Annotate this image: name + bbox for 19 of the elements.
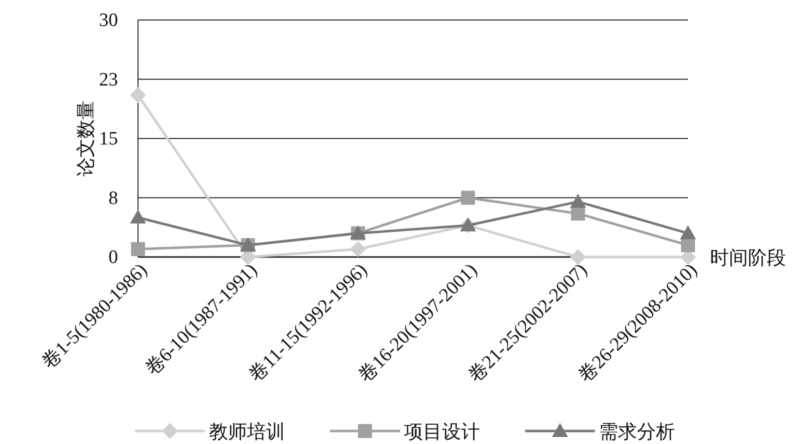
- point: [130, 210, 146, 224]
- x-axis-title: 时间阶段: [710, 248, 786, 269]
- point: [350, 241, 366, 258]
- point: [131, 242, 145, 256]
- y-tick-label: 15: [99, 128, 118, 150]
- legend-label: 教师培训: [209, 421, 285, 443]
- legend-label: 需求分析: [599, 422, 675, 443]
- point: [680, 225, 696, 240]
- y-tick-label: 30: [99, 10, 118, 31]
- y-tick-label: 23: [99, 69, 118, 90]
- y-axis-title: 论文数量: [76, 100, 97, 176]
- point: [570, 249, 586, 265]
- point: [570, 194, 586, 208]
- legend-label: 项目设计: [404, 422, 480, 443]
- point: [461, 190, 475, 205]
- point: [571, 206, 585, 221]
- y-tick-label: 8: [108, 188, 118, 209]
- y-tick-label: 0: [108, 247, 118, 268]
- point: [130, 87, 146, 104]
